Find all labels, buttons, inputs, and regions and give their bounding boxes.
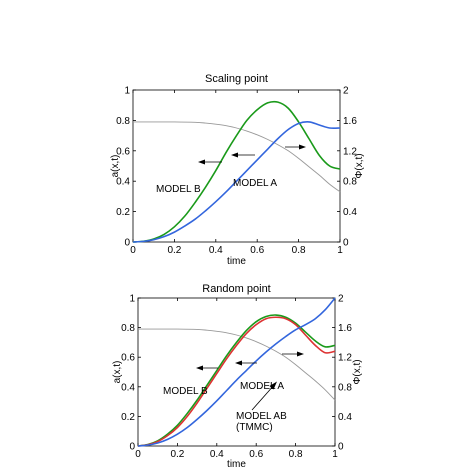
- y-tick-label-right: 0.4: [343, 207, 357, 218]
- y-tick-label-left: 0.6: [121, 353, 135, 364]
- arrows-group: [196, 351, 304, 411]
- x-tick-label: 0.4: [210, 449, 224, 460]
- y-tick-label-left: 0.4: [121, 382, 135, 393]
- tick-group: 0 0.2 0.4 0.6 0.8 100.20.40.60.8100.40.81.21.…: [121, 294, 352, 461]
- x-axis-label: time: [227, 256, 246, 267]
- y-tick-label-right: 0.8: [343, 177, 357, 188]
- x-tick-label: 0.8: [289, 449, 303, 460]
- x-tick-label: 0.6: [250, 245, 264, 256]
- y-tick-label-left: 0.2: [121, 412, 135, 423]
- arrow-right-icon: [285, 144, 306, 150]
- y-tick-label-right: 1.2: [338, 353, 352, 364]
- annotation-tmmc: (TMMC): [236, 422, 273, 433]
- y-tick-label-right: 2: [338, 294, 344, 305]
- arrows-group: [198, 144, 306, 165]
- chart-scaling-point: Scaling point time a(x,t) Φ(x,t) 0 0.2 0.4…: [110, 73, 365, 267]
- series-line-model-a: [132, 121, 341, 243]
- plot-area-frame: [137, 297, 336, 447]
- y-tick-label-left: 1: [124, 86, 130, 97]
- series-line-model-b: [132, 100, 341, 243]
- series-group: [137, 297, 336, 447]
- plot-area-frame: [132, 89, 341, 243]
- series-line-model-a: [137, 297, 336, 447]
- chart-title: Scaling point: [205, 73, 268, 85]
- arrow-left-icon: [198, 159, 222, 165]
- y-axis-label-right: Φ(x,t): [352, 359, 363, 384]
- arrow-left-icon: [196, 365, 218, 371]
- y-tick-label-left: 0.8: [116, 116, 130, 127]
- annotation-model-b: MODEL B: [156, 184, 201, 195]
- y-tick-label-right: 0: [343, 238, 349, 249]
- annotation-model-ab: MODEL AB: [236, 411, 287, 422]
- annotation-model-a: MODEL A: [240, 381, 284, 392]
- series-line-model-b: [137, 314, 336, 447]
- y-tick-label-left: 0: [129, 442, 135, 453]
- chart-random-point: Random point time a(x,t) Φ(x,t) 0 0.2 0.4 0…: [112, 283, 363, 470]
- y-axis-label-right: Φ(x,t): [354, 153, 365, 178]
- arrow-right-icon: [282, 351, 304, 357]
- x-tick-label: 0: [130, 245, 136, 256]
- chart-title: Random point: [202, 283, 271, 295]
- y-axis-label-left: a(x,t): [112, 361, 123, 384]
- y-tick-label-left: 0.6: [116, 146, 130, 157]
- y-tick-label-left: 0.8: [121, 323, 135, 334]
- series-line-phi: [137, 328, 336, 401]
- y-tick-label-right: 0.4: [338, 412, 352, 423]
- x-tick-label: 0.8: [292, 245, 306, 256]
- arrow-up-icon: [251, 381, 277, 411]
- x-tick-label: 0.2: [170, 449, 184, 460]
- x-tick-label: 1: [337, 245, 343, 256]
- y-tick-label-left: 0.4: [116, 177, 130, 188]
- y-tick-label-right: 1.2: [343, 146, 357, 157]
- x-tick-label: 0.4: [209, 245, 223, 256]
- x-tick-label: 0.6: [249, 449, 263, 460]
- y-tick-label-left: 1: [129, 294, 135, 305]
- tick-group: 0 0.2 0.4 0.6 0.8 100.20.40.60.8100.40.81.21.…: [116, 86, 357, 257]
- y-tick-label-right: 0: [338, 442, 344, 453]
- annotation-model-b: MODEL B: [163, 386, 208, 397]
- annotation-model-a: MODEL A: [233, 178, 277, 189]
- y-tick-label-right: 2: [343, 86, 349, 97]
- arrow-left-icon: [235, 360, 257, 366]
- y-axis-label-left: a(x,t): [110, 155, 121, 178]
- series-group: [132, 100, 341, 243]
- y-tick-label-left: 0: [124, 238, 130, 249]
- x-tick-label: 1: [332, 449, 338, 460]
- y-tick-label-right: 1.6: [338, 323, 352, 334]
- arrow-left-icon: [231, 152, 255, 158]
- x-tick-label: 0: [135, 449, 141, 460]
- y-tick-label-left: 0.2: [116, 207, 130, 218]
- x-axis-label: time: [227, 459, 246, 470]
- y-tick-label-right: 0.8: [338, 382, 352, 393]
- y-tick-label-right: 1.6: [343, 116, 357, 127]
- x-tick-label: 0.2: [167, 245, 181, 256]
- series-line-model-ab-tmmc: [137, 316, 336, 447]
- series-line-phi: [133, 121, 341, 193]
